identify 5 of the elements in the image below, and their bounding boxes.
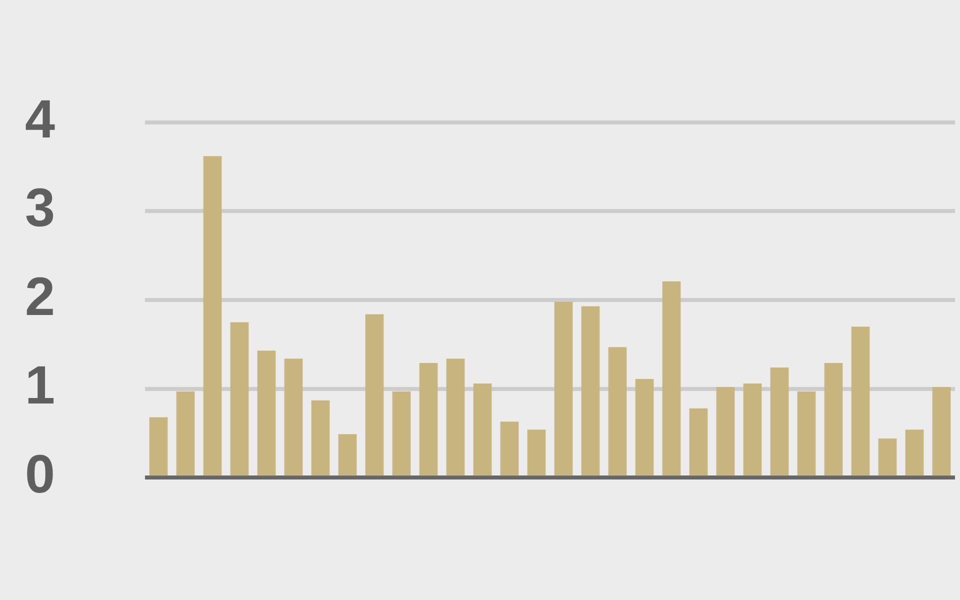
- y-tick-label: 4: [24, 89, 55, 150]
- y-tick-label: 2: [24, 266, 55, 327]
- y-tick-label: 0: [24, 444, 55, 504]
- y-tick-label: 1: [24, 356, 55, 416]
- y-tick-label: 3: [24, 178, 55, 238]
